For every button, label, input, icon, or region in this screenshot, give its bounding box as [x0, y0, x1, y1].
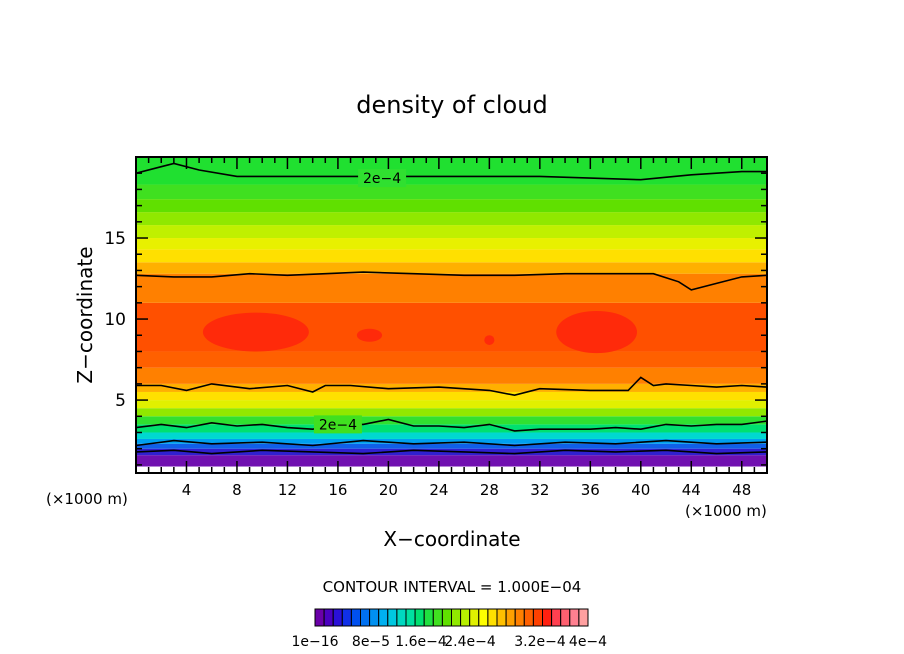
- contour-band-0: [136, 455, 767, 467]
- colorbar-swatch: [423, 608, 434, 627]
- colorbar-swatch: [360, 608, 371, 627]
- contour-band-16: [136, 249, 767, 263]
- colorbar-swatch: [460, 608, 471, 627]
- colorbar-swatch: [378, 608, 389, 627]
- colorbar-swatch: [551, 608, 562, 627]
- colorbar-labels: 1e−16 8e−5 1.6e−42.4e−4 3.2e−4 4e−4: [291, 634, 607, 650]
- contour-band-15: [136, 262, 767, 274]
- colorbar-label: 8e−5: [352, 634, 390, 650]
- contour-line-2: [136, 376, 767, 397]
- contour-band-2: [136, 443, 767, 449]
- x-tick-label: 20: [379, 481, 398, 499]
- contour-band-4: [136, 432, 767, 439]
- colorbar-swatch: [560, 608, 571, 627]
- x-tick-label: 36: [581, 481, 600, 499]
- contour-band-18: [136, 225, 767, 239]
- x-tick-label: 40: [631, 481, 650, 499]
- contour-label-bg-0: [358, 169, 407, 188]
- colorbar-swatch: [451, 608, 462, 627]
- colorbar-swatch: [487, 608, 498, 627]
- contour-band-17: [136, 238, 767, 250]
- contour-label-bg-1: [313, 415, 362, 434]
- contour-band-3: [136, 438, 767, 444]
- x-tick-label: 44: [682, 481, 701, 499]
- contour-lines: 2e−4 2e−4: [136, 162, 767, 455]
- colorbar-swatch: [505, 608, 516, 627]
- contour-band-20: [136, 199, 767, 213]
- colorbar-swatch: [432, 608, 443, 627]
- colorbar-swatch: [405, 608, 416, 627]
- contour-band-11: [136, 367, 767, 384]
- colorbar-swatch: [387, 608, 398, 627]
- colorbar-swatch: [523, 608, 534, 627]
- contour-line-1: [136, 271, 767, 291]
- contour-band-6: [136, 416, 767, 425]
- contour-band-8: [136, 400, 767, 409]
- colorbar-swatch: [369, 608, 380, 627]
- contour-band-12: [136, 351, 767, 368]
- contour-line-3: [136, 418, 767, 432]
- x-tick-label: 32: [530, 481, 549, 499]
- colorbar-swatch: [478, 608, 489, 627]
- contour-band-5: [136, 424, 767, 433]
- colorbar-swatch: [441, 608, 452, 627]
- colorbar-swatch: [569, 608, 580, 627]
- y-axis-label: Z−coordinate: [73, 246, 97, 383]
- colorbar-swatch: [542, 608, 553, 627]
- contour-band-14: [136, 273, 767, 303]
- colorbar-label: 4e−4: [569, 634, 607, 650]
- contour-band-19: [136, 212, 767, 226]
- colorbar-label: 2.4e−4: [444, 634, 496, 650]
- colorbar-swatch: [514, 608, 525, 627]
- chart-title: density of cloud: [356, 91, 547, 119]
- dense-core-0: [202, 312, 309, 352]
- x-tick-label: 28: [480, 481, 499, 499]
- x-tick-label: 8: [232, 481, 242, 499]
- contour-band-7: [136, 408, 767, 417]
- colorbar-swatch: [332, 608, 343, 627]
- colorbar-swatch: [578, 608, 589, 627]
- colorbar-swatch: [469, 608, 480, 627]
- x-tick-label: 24: [429, 481, 448, 499]
- colorbar-swatch: [414, 608, 425, 627]
- x-unit-label: (×1000 m): [685, 502, 767, 520]
- colorbar-swatch: [314, 608, 325, 627]
- contour-band-9: [136, 391, 767, 401]
- x-tick-label: 12: [278, 481, 297, 499]
- contour-line-4: [136, 439, 767, 447]
- dense-core-2: [556, 310, 638, 354]
- x-tick-label: 48: [732, 481, 751, 499]
- x-axis-label: X−coordinate: [383, 527, 520, 551]
- dense-core-3: [484, 335, 495, 345]
- colorbar-swatch: [341, 608, 352, 627]
- y-tick-label: 10: [104, 310, 126, 330]
- y-unit-label: (×1000 m): [46, 490, 128, 508]
- colorbar-swatch: [350, 608, 361, 627]
- colorbar-label: 1.6e−4: [395, 634, 447, 650]
- colorbar-swatch: [323, 608, 334, 627]
- y-tick-label: 5: [115, 391, 126, 411]
- colorbar-swatch: [396, 608, 407, 627]
- contour-fill: [136, 157, 767, 467]
- contour-band-21: [136, 184, 767, 200]
- contour-label-0: 2e−4: [363, 171, 401, 187]
- colorbar-swatch: [532, 608, 544, 627]
- x-axis: 4 8 12 16 20 24 28 32 36 40 44 48: [147, 157, 756, 499]
- dense-core-1: [356, 328, 383, 342]
- colorbar-label: 3.2e−4: [514, 634, 566, 650]
- x-tick-label: 16: [328, 481, 347, 499]
- contour-interval-label: CONTOUR INTERVAL = 1.000E−04: [323, 578, 582, 596]
- contour-label-1: 2e−4: [319, 417, 357, 433]
- colorbar: [314, 608, 589, 627]
- contour-line-5: [136, 449, 767, 455]
- colorbar-swatch: [496, 608, 507, 627]
- y-tick-label: 15: [104, 229, 126, 249]
- y-axis: 5 10 15: [104, 172, 767, 466]
- colorbar-label: 1e−16: [291, 634, 338, 650]
- x-tick-label: 4: [182, 481, 192, 499]
- contour-line-0: [136, 162, 767, 181]
